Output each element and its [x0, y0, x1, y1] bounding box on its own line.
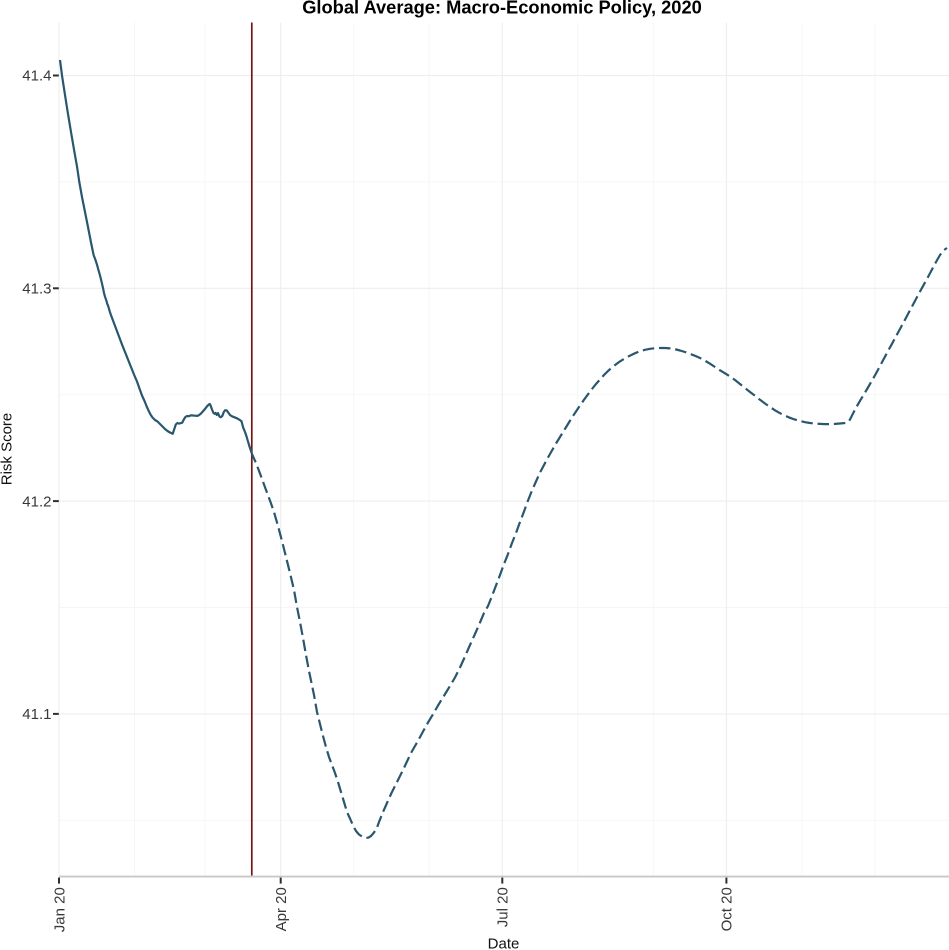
svg-text:Jan 20: Jan 20	[51, 887, 68, 932]
svg-text:Oct 20: Oct 20	[719, 887, 736, 931]
svg-text:Jul 20: Jul 20	[495, 887, 512, 927]
svg-text:41.1: 41.1	[22, 706, 51, 723]
svg-text:41.2: 41.2	[22, 493, 51, 510]
svg-text:41.4: 41.4	[22, 68, 51, 85]
svg-text:Risk Score: Risk Score	[0, 413, 16, 486]
svg-text:Date: Date	[488, 936, 520, 950]
svg-text:Global Average: Macro-Economic: Global Average: Macro-Economic Policy, 2…	[302, 0, 702, 18]
svg-text:41.3: 41.3	[22, 281, 51, 298]
svg-text:Apr 20: Apr 20	[273, 887, 290, 931]
